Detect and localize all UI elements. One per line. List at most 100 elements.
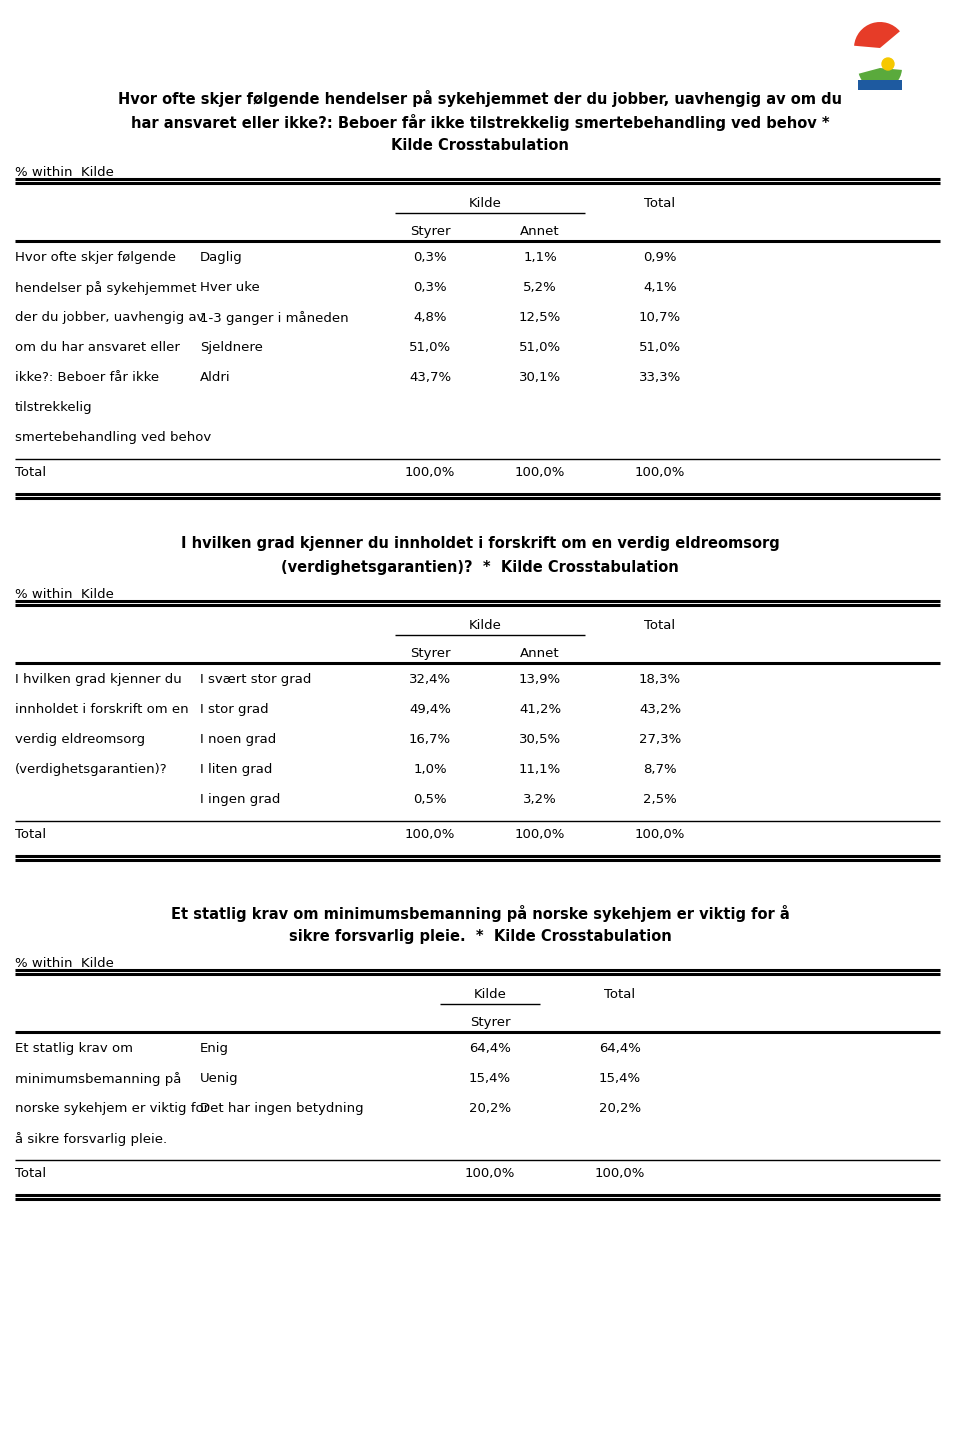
Text: 41,2%: 41,2% (519, 703, 561, 716)
Text: verdig eldreomsorg: verdig eldreomsorg (15, 732, 145, 745)
Text: Kilde: Kilde (468, 619, 501, 632)
Text: (verdighetsgarantien)?  *  Kilde Crosstabulation: (verdighetsgarantien)? * Kilde Crosstabu… (281, 561, 679, 575)
Text: Annet: Annet (520, 646, 560, 660)
Text: Total: Total (644, 197, 676, 210)
Text: der du jobber, uavhengig av: der du jobber, uavhengig av (15, 312, 204, 325)
Text: 33,3%: 33,3% (638, 371, 682, 384)
Text: 1-3 ganger i måneden: 1-3 ganger i måneden (200, 312, 348, 325)
Text: 13,9%: 13,9% (519, 673, 561, 686)
Text: 0,3%: 0,3% (413, 250, 446, 264)
Text: 1,0%: 1,0% (413, 763, 446, 776)
Text: Daglig: Daglig (200, 250, 243, 264)
Text: I noen grad: I noen grad (200, 732, 276, 745)
Text: 32,4%: 32,4% (409, 673, 451, 686)
Text: 64,4%: 64,4% (599, 1042, 641, 1056)
Text: I stor grad: I stor grad (200, 703, 269, 716)
Text: I ingen grad: I ingen grad (200, 794, 280, 807)
Text: 4,8%: 4,8% (413, 312, 446, 325)
Text: 30,5%: 30,5% (519, 732, 561, 745)
Wedge shape (854, 22, 900, 48)
Text: Annet: Annet (520, 226, 560, 237)
Text: I svært stor grad: I svært stor grad (200, 673, 311, 686)
Text: Hver uke: Hver uke (200, 281, 260, 294)
Text: Enig: Enig (200, 1042, 229, 1056)
Text: 100,0%: 100,0% (465, 1168, 516, 1179)
Text: 100,0%: 100,0% (635, 466, 685, 479)
Text: I hvilken grad kjenner du innholdet i forskrift om en verdig eldreomsorg: I hvilken grad kjenner du innholdet i fo… (180, 536, 780, 550)
Text: I hvilken grad kjenner du: I hvilken grad kjenner du (15, 673, 181, 686)
Text: Aldri: Aldri (200, 371, 230, 384)
Text: 18,3%: 18,3% (639, 673, 681, 686)
Text: Kilde: Kilde (468, 197, 501, 210)
Text: 100,0%: 100,0% (405, 466, 455, 479)
Text: 11,1%: 11,1% (518, 763, 562, 776)
Text: 51,0%: 51,0% (639, 341, 681, 354)
Text: har ansvaret eller ikke?: Beboer får ikke tilstrekkelig smertebehandling ved beh: har ansvaret eller ikke?: Beboer får ikk… (131, 114, 829, 131)
Text: norske sykehjem er viktig for: norske sykehjem er viktig for (15, 1102, 209, 1115)
Text: 27,3%: 27,3% (638, 732, 682, 745)
Text: 0,5%: 0,5% (413, 794, 446, 807)
Text: tilstrekkelig: tilstrekkelig (15, 400, 92, 414)
Text: 2,5%: 2,5% (643, 794, 677, 807)
Text: minimumsbemanning på: minimumsbemanning på (15, 1072, 181, 1086)
Text: 64,4%: 64,4% (469, 1042, 511, 1056)
Text: Total: Total (15, 1168, 46, 1179)
Text: 100,0%: 100,0% (515, 466, 565, 479)
Text: 0,9%: 0,9% (643, 250, 677, 264)
Text: I liten grad: I liten grad (200, 763, 273, 776)
Text: Styrer: Styrer (469, 1016, 511, 1029)
Text: hendelser på sykehjemmet: hendelser på sykehjemmet (15, 281, 197, 296)
Text: Kilde Crosstabulation: Kilde Crosstabulation (391, 138, 569, 153)
Text: sikre forsvarlig pleie.  *  Kilde Crosstabulation: sikre forsvarlig pleie. * Kilde Crosstab… (289, 929, 671, 943)
Text: 5,2%: 5,2% (523, 281, 557, 294)
Text: 100,0%: 100,0% (595, 1168, 645, 1179)
Text: å sikre forsvarlig pleie.: å sikre forsvarlig pleie. (15, 1131, 167, 1146)
Text: Uenig: Uenig (200, 1072, 239, 1085)
Text: Det har ingen betydning: Det har ingen betydning (200, 1102, 364, 1115)
Text: 20,2%: 20,2% (468, 1102, 511, 1115)
Text: 1,1%: 1,1% (523, 250, 557, 264)
Text: 15,4%: 15,4% (468, 1072, 511, 1085)
Bar (858, 80, 902, 90)
Text: 16,7%: 16,7% (409, 732, 451, 745)
Text: Total: Total (15, 828, 46, 842)
Text: 100,0%: 100,0% (635, 828, 685, 842)
Text: 0,3%: 0,3% (413, 281, 446, 294)
Text: 10,7%: 10,7% (639, 312, 681, 325)
Text: Hvor ofte skjer følgende: Hvor ofte skjer følgende (15, 250, 176, 264)
Text: 8,7%: 8,7% (643, 763, 677, 776)
Text: 20,2%: 20,2% (599, 1102, 641, 1115)
Text: om du har ansvaret eller: om du har ansvaret eller (15, 341, 180, 354)
Text: Total: Total (15, 466, 46, 479)
Text: Et statlig krav om minimumsbemanning på norske sykehjem er viktig for å: Et statlig krav om minimumsbemanning på … (171, 906, 789, 922)
Text: (verdighetsgarantien)?: (verdighetsgarantien)? (15, 763, 168, 776)
Text: Kilde: Kilde (473, 989, 507, 1002)
Text: Total: Total (605, 989, 636, 1002)
Text: Sjeldnere: Sjeldnere (200, 341, 263, 354)
Text: 100,0%: 100,0% (515, 828, 565, 842)
Text: Styrer: Styrer (410, 646, 450, 660)
Text: Total: Total (644, 619, 676, 632)
Text: Hvor ofte skjer følgende hendelser på sykehjemmet der du jobber, uavhengig av om: Hvor ofte skjer følgende hendelser på sy… (118, 90, 842, 106)
Text: 100,0%: 100,0% (405, 828, 455, 842)
Text: 3,2%: 3,2% (523, 794, 557, 807)
Text: 43,2%: 43,2% (639, 703, 681, 716)
Text: % within  Kilde: % within Kilde (15, 588, 114, 601)
Text: 51,0%: 51,0% (409, 341, 451, 354)
Text: % within  Kilde: % within Kilde (15, 166, 114, 179)
Text: % within  Kilde: % within Kilde (15, 957, 114, 970)
Circle shape (882, 58, 894, 70)
Text: 12,5%: 12,5% (518, 312, 562, 325)
Text: 51,0%: 51,0% (519, 341, 561, 354)
Text: 49,4%: 49,4% (409, 703, 451, 716)
Text: 43,7%: 43,7% (409, 371, 451, 384)
Text: Styrer: Styrer (410, 226, 450, 237)
Wedge shape (859, 68, 901, 90)
Text: innholdet i forskrift om en: innholdet i forskrift om en (15, 703, 188, 716)
Text: 30,1%: 30,1% (519, 371, 561, 384)
Text: Et statlig krav om: Et statlig krav om (15, 1042, 133, 1056)
Text: ikke?: Beboer får ikke: ikke?: Beboer får ikke (15, 371, 159, 384)
Text: 15,4%: 15,4% (599, 1072, 641, 1085)
Text: 4,1%: 4,1% (643, 281, 677, 294)
Text: smertebehandling ved behov: smertebehandling ved behov (15, 431, 211, 444)
